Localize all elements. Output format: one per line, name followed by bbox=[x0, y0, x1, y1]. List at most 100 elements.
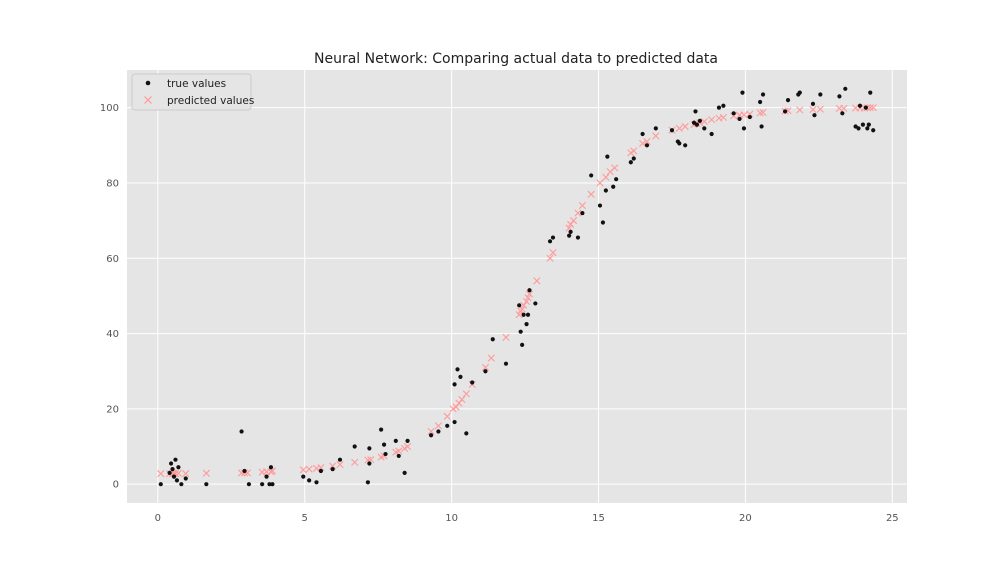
true-value-point bbox=[524, 322, 529, 327]
predicted-value-marker bbox=[533, 277, 541, 285]
true-value-point bbox=[264, 474, 269, 479]
x-tick-label: 25 bbox=[886, 513, 899, 524]
predicted-value-marker bbox=[524, 294, 532, 302]
predicted-value-marker bbox=[549, 249, 557, 257]
predicted-value-marker bbox=[427, 427, 435, 436]
true-value-point bbox=[167, 470, 172, 475]
true-value-point bbox=[589, 173, 594, 178]
true-value-point bbox=[731, 111, 736, 116]
predicted-value-marker bbox=[719, 113, 727, 122]
true-value-point bbox=[721, 103, 726, 108]
true-value-point bbox=[575, 235, 581, 240]
axis-tick-labels: 0 5 10 15 20 25 0 20 40 60 80 100 bbox=[100, 103, 899, 524]
true-value-point bbox=[837, 94, 842, 99]
true-value-point bbox=[785, 98, 791, 103]
true-value-point bbox=[483, 369, 488, 374]
true-value-point bbox=[797, 90, 802, 95]
true-value-point bbox=[260, 482, 265, 487]
true-value-point bbox=[533, 301, 538, 306]
predicted-value-marker bbox=[596, 179, 604, 187]
true-value-point bbox=[810, 101, 816, 106]
true-value-point bbox=[174, 478, 180, 483]
true-value-point bbox=[603, 188, 608, 193]
true-value-point bbox=[759, 124, 764, 129]
legend-label-true-values: true values bbox=[167, 78, 226, 90]
true-value-point bbox=[694, 122, 700, 127]
predicted-value-marker bbox=[574, 209, 582, 217]
true-value-point bbox=[436, 429, 441, 434]
predicted-value-marker bbox=[740, 111, 748, 119]
y-tick-label: 60 bbox=[106, 254, 119, 265]
true-value-point bbox=[452, 382, 457, 387]
true-value-point bbox=[170, 467, 175, 472]
predicted-value-marker bbox=[452, 403, 460, 411]
legend-label-predicted-values: predicted values bbox=[167, 95, 254, 107]
predicted-value-marker bbox=[700, 117, 708, 126]
predicted-value-marker bbox=[458, 395, 466, 404]
x-tick-label: 10 bbox=[445, 513, 458, 524]
true-value-point bbox=[168, 461, 174, 466]
true-value-point bbox=[856, 126, 861, 131]
true-value-point bbox=[840, 111, 845, 116]
true-value-point bbox=[597, 203, 603, 208]
true-value-point bbox=[716, 105, 722, 110]
true-value-point bbox=[702, 126, 707, 131]
true-value-point bbox=[863, 105, 868, 110]
true-value-point bbox=[365, 480, 371, 485]
predicted-value-marker bbox=[305, 465, 313, 473]
true-value-point bbox=[452, 419, 457, 425]
predicted-value-marker bbox=[202, 469, 210, 477]
predicted-value-marker bbox=[569, 217, 578, 225]
true-value-point bbox=[527, 288, 532, 293]
true-value-point bbox=[857, 103, 863, 108]
y-tick-label: 20 bbox=[106, 404, 119, 415]
true-value-point bbox=[741, 126, 747, 131]
true-value-point bbox=[173, 457, 178, 462]
predicted-value-marker bbox=[675, 124, 683, 132]
true-value-point bbox=[318, 468, 323, 474]
true-value-point bbox=[301, 474, 306, 479]
true-value-point bbox=[171, 474, 177, 479]
true-value-point bbox=[458, 374, 463, 379]
grid-lines bbox=[127, 70, 907, 503]
predicted-value-marker bbox=[336, 461, 344, 469]
true-value-point bbox=[490, 337, 495, 342]
true-value-point bbox=[740, 90, 745, 95]
predicted-value-marker bbox=[515, 311, 523, 319]
true-value-point bbox=[396, 453, 401, 459]
y-tick-label: 80 bbox=[106, 178, 119, 189]
predicted-value-marker bbox=[525, 290, 534, 298]
predicted-value-marker bbox=[708, 116, 716, 124]
predicted-value-marker bbox=[522, 297, 531, 306]
predicted-value-marker bbox=[157, 470, 165, 478]
predicted-value-marker bbox=[487, 354, 495, 362]
true-value-point bbox=[518, 329, 523, 334]
true-value-point bbox=[270, 482, 275, 487]
x-tick-label: 5 bbox=[302, 513, 308, 524]
true-value-point bbox=[379, 427, 384, 432]
true-value-point bbox=[550, 235, 556, 240]
predicted-value-marker bbox=[578, 201, 586, 210]
predicted-value-marker bbox=[643, 137, 651, 146]
predicted-value-marker bbox=[759, 108, 767, 117]
predicted-value-marker bbox=[730, 112, 738, 120]
y-tick-label: 0 bbox=[113, 480, 119, 491]
true-value-point bbox=[179, 482, 184, 487]
legend: true values predicted values bbox=[131, 73, 254, 111]
true-value-point bbox=[402, 470, 407, 475]
predicted-value-marker bbox=[567, 220, 575, 228]
legend-marker-true-values bbox=[145, 80, 151, 86]
predicted-value-marker bbox=[174, 469, 183, 477]
y-tick-label: 100 bbox=[100, 103, 119, 114]
true-value-point bbox=[868, 90, 873, 95]
true-value-point bbox=[605, 154, 610, 159]
predicted-value-marker bbox=[546, 254, 554, 262]
predicted-value-marker bbox=[395, 447, 403, 455]
true-value-point bbox=[520, 342, 525, 347]
true-value-point bbox=[683, 143, 688, 148]
true-value-point bbox=[709, 131, 714, 137]
predicted-value-marker bbox=[443, 412, 451, 420]
predicted-value-marker bbox=[746, 110, 754, 118]
predicted-value-marker bbox=[481, 363, 490, 372]
